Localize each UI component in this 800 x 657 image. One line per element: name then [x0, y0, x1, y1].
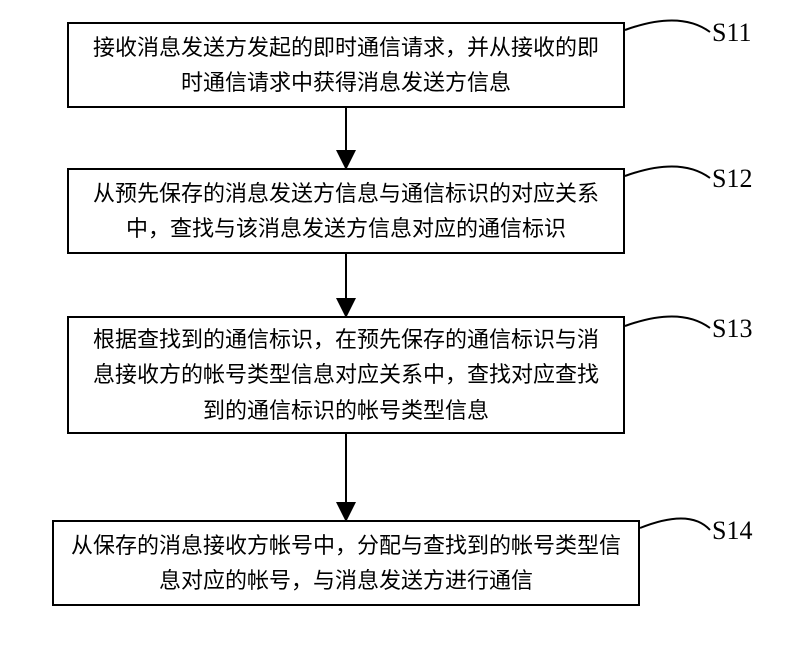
step-box-s11: 接收消息发送方发起的即时通信请求，并从接收的即时通信请求中获得消息发送方信息 [67, 22, 625, 108]
step-box-s12: 从预先保存的消息发送方信息与通信标识的对应关系中，查找与该消息发送方信息对应的通… [67, 168, 625, 254]
step-label-s11: S11 [712, 18, 752, 48]
step-label-s14: S14 [712, 516, 752, 546]
step-label-s12: S12 [712, 164, 752, 194]
step-label-s13: S13 [712, 314, 752, 344]
step-box-s14: 从保存的消息接收方帐号中，分配与查找到的帐号类型信息对应的帐号，与消息发送方进行… [52, 520, 640, 606]
step-box-s13: 根据查找到的通信标识，在预先保存的通信标识与消息接收方的帐号类型信息对应关系中，… [67, 316, 625, 434]
flowchart-canvas: 接收消息发送方发起的即时通信请求，并从接收的即时通信请求中获得消息发送方信息 从… [0, 0, 800, 657]
